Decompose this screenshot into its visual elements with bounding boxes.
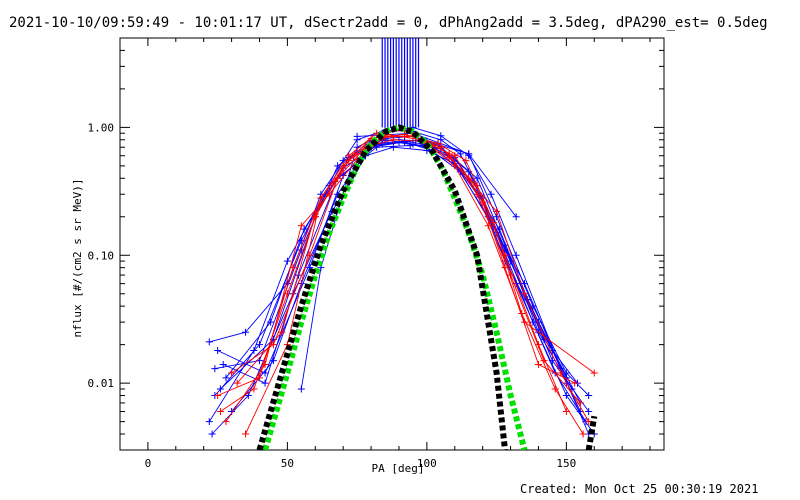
data-point-blue	[205, 418, 213, 426]
data-point-blue	[205, 338, 213, 346]
data-point-red	[278, 328, 286, 336]
data-point-red	[576, 399, 584, 407]
data-point-blue	[487, 190, 495, 198]
y-tick-label: 1.00	[88, 121, 115, 134]
data-point-blue	[261, 369, 269, 377]
data-point-blue	[562, 392, 570, 400]
plot-area: 0 50 100 150 0.01 0.10 1.00	[88, 37, 665, 470]
data-point-red	[551, 385, 559, 393]
data-point-blue	[255, 341, 263, 349]
series-line-red	[245, 134, 595, 435]
fit-curve-black	[585, 415, 598, 450]
data-point-red	[462, 157, 470, 165]
data-point-red	[233, 379, 241, 387]
data-point-red	[228, 369, 236, 377]
fit-curve-black	[256, 124, 508, 450]
data-point-red	[557, 369, 565, 377]
data-point-blue	[261, 379, 269, 387]
data-point-red	[534, 360, 542, 368]
data-point-blue	[214, 346, 222, 354]
data-point-red	[317, 194, 325, 202]
data-point-red	[250, 385, 258, 393]
series-line-blue	[208, 146, 590, 435]
data-point-red	[590, 369, 598, 377]
data-point-red	[445, 150, 453, 158]
y-tick-label: 0.10	[88, 249, 115, 262]
y-tick-label: 0.01	[88, 377, 115, 390]
data-point-blue	[378, 140, 386, 148]
data-point-blue	[306, 264, 314, 272]
data-point-blue	[495, 225, 503, 233]
series-line-blue	[225, 139, 581, 404]
footer-created: Created: Mon Oct 25 00:30:19 2021	[520, 482, 758, 496]
data-point-blue	[353, 132, 361, 140]
data-point-red	[473, 190, 481, 198]
data-point-red	[451, 162, 459, 170]
chart-title: 2021-10-10/09:59:49 - 10:01:17 UT, dSect…	[9, 15, 768, 31]
data-point-red	[579, 430, 587, 438]
data-point-red	[434, 139, 442, 147]
series-line-red	[231, 139, 567, 412]
y-axis-label: nflux [#/(cm2 s sr MeV)]	[71, 179, 84, 338]
data-point-red	[571, 379, 579, 387]
data-point-blue	[512, 213, 520, 221]
data-point-blue	[297, 385, 305, 393]
x-tick-label: 100	[417, 457, 437, 470]
series-line-red	[220, 134, 584, 435]
data-point-red	[507, 271, 515, 279]
data-point-red	[216, 408, 224, 416]
data-point-blue	[211, 365, 219, 373]
data-point-blue	[437, 132, 445, 140]
data-point-red	[389, 136, 397, 144]
data-point-blue	[585, 408, 593, 416]
x-tick-label: 0	[145, 457, 152, 470]
data-point-red	[521, 318, 529, 326]
data-point-red	[521, 290, 529, 298]
x-tick-label: 150	[556, 457, 576, 470]
data-point-blue	[242, 328, 250, 336]
data-point-red	[493, 207, 501, 215]
series-line-blue	[217, 140, 581, 412]
data-point-blue	[512, 251, 520, 259]
data-point-blue	[406, 142, 414, 150]
data-point-red	[242, 430, 250, 438]
data-point-blue	[283, 257, 291, 265]
series-line-blue	[300, 126, 567, 390]
data-point-blue	[465, 150, 473, 158]
plot-frame	[119, 37, 665, 451]
x-axis-label: PA [deg]	[372, 462, 425, 475]
data-point-blue	[373, 143, 381, 151]
x-tick-label: 50	[281, 457, 294, 470]
data-point-red	[214, 392, 222, 400]
data-point-red	[540, 357, 548, 365]
series-line-blue	[223, 143, 567, 384]
data-point-blue	[585, 392, 593, 400]
data-point-red	[222, 418, 230, 426]
data-point-blue	[389, 143, 397, 151]
series-line-blue	[211, 141, 587, 435]
data-point-red	[297, 222, 305, 230]
series-line-red	[217, 129, 575, 396]
data-point-red	[490, 219, 498, 227]
data-point-red	[350, 150, 358, 158]
data-point-blue	[269, 357, 277, 365]
series-line-blue	[231, 142, 595, 435]
series-line-blue	[214, 140, 578, 396]
data-point-blue	[208, 430, 216, 438]
data-point-red	[484, 222, 492, 230]
data-point-blue	[219, 360, 227, 368]
data-point-red	[255, 374, 263, 382]
data-point-blue	[222, 374, 230, 382]
data-point-red	[283, 290, 291, 298]
series-line-blue	[214, 139, 590, 396]
data-point-blue	[473, 174, 481, 182]
